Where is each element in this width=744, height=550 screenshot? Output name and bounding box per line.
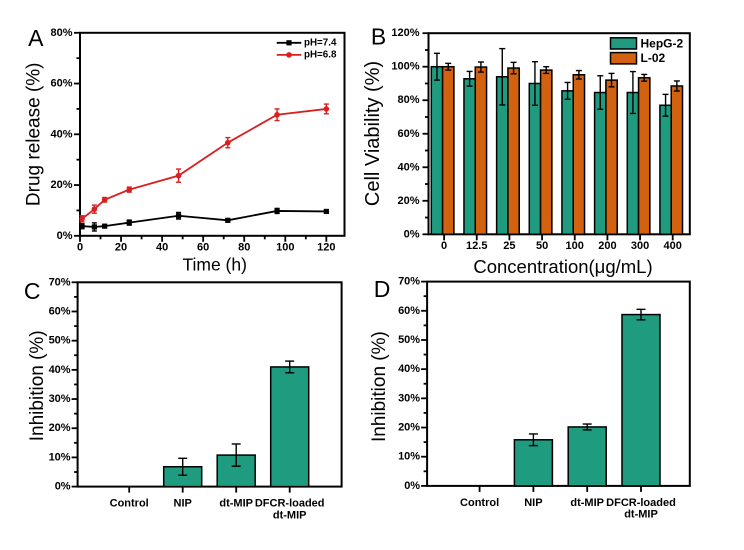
svg-text:10%: 10% [398, 451, 420, 463]
svg-text:70%: 70% [398, 276, 420, 288]
svg-text:60: 60 [197, 241, 209, 253]
svg-text:dt-MIP: dt-MIP [570, 497, 604, 509]
svg-text:300: 300 [631, 240, 649, 252]
svg-text:Drug release (%): Drug release (%) [24, 62, 45, 206]
svg-text:Inhibition (%): Inhibition (%) [369, 331, 390, 442]
svg-text:30%: 30% [398, 392, 420, 404]
svg-text:dt-MIP: dt-MIP [219, 498, 253, 510]
svg-text:400: 400 [664, 240, 682, 252]
svg-text:12.5: 12.5 [466, 240, 487, 252]
svg-text:70%: 70% [49, 276, 71, 288]
svg-text:Inhibition (%): Inhibition (%) [27, 330, 48, 441]
svg-text:0%: 0% [57, 230, 73, 242]
svg-text:HepG-2: HepG-2 [641, 36, 684, 50]
svg-text:NIP: NIP [524, 497, 542, 509]
svg-text:50: 50 [536, 240, 548, 252]
svg-text:Cell Viability (%): Cell Viability (%) [362, 61, 384, 206]
svg-text:C: C [24, 278, 41, 304]
svg-text:120%: 120% [391, 27, 419, 39]
svg-text:20%: 20% [397, 195, 419, 207]
svg-text:pH=6.8: pH=6.8 [304, 49, 337, 60]
svg-text:Control: Control [460, 497, 499, 509]
svg-text:Concentration(μg/mL): Concentration(μg/mL) [473, 256, 652, 277]
svg-text:120: 120 [317, 241, 335, 253]
svg-text:40%: 40% [50, 128, 72, 140]
svg-text:20%: 20% [49, 422, 71, 434]
svg-text:DFCR-loaded: DFCR-loaded [255, 498, 325, 510]
svg-text:80%: 80% [50, 27, 72, 39]
svg-text:0: 0 [77, 241, 83, 253]
svg-text:60%: 60% [50, 78, 72, 90]
svg-text:Control: Control [110, 498, 149, 510]
svg-text:40%: 40% [398, 363, 420, 375]
svg-text:B: B [371, 24, 386, 50]
svg-text:20%: 20% [398, 422, 420, 434]
svg-text:50%: 50% [49, 335, 71, 347]
svg-text:40%: 40% [49, 364, 71, 376]
svg-text:A: A [28, 25, 44, 51]
svg-text:0%: 0% [55, 481, 71, 493]
svg-text:L-02: L-02 [641, 51, 666, 65]
svg-text:dt-MIP: dt-MIP [624, 509, 658, 521]
svg-text:100: 100 [276, 241, 294, 253]
svg-text:60%: 60% [398, 305, 420, 317]
svg-text:Time (h): Time (h) [182, 255, 247, 275]
svg-text:80%: 80% [397, 94, 419, 106]
svg-text:20: 20 [115, 241, 127, 253]
svg-text:DFCR-loaded: DFCR-loaded [606, 497, 676, 509]
svg-text:20%: 20% [50, 179, 72, 191]
svg-text:0: 0 [441, 240, 447, 252]
svg-text:40%: 40% [397, 161, 419, 173]
svg-text:0%: 0% [404, 228, 420, 240]
svg-text:dt-MIP: dt-MIP [273, 509, 307, 521]
svg-text:0%: 0% [404, 480, 420, 492]
svg-text:60%: 60% [49, 305, 71, 317]
svg-text:80: 80 [238, 241, 250, 253]
svg-text:40: 40 [156, 241, 168, 253]
svg-text:10%: 10% [49, 451, 71, 463]
svg-text:D: D [374, 276, 391, 302]
svg-text:NIP: NIP [174, 498, 192, 510]
svg-text:pH=7.4: pH=7.4 [304, 37, 337, 48]
svg-text:50%: 50% [398, 334, 420, 346]
svg-text:100: 100 [566, 240, 584, 252]
svg-text:100%: 100% [391, 61, 419, 73]
svg-text:25: 25 [503, 240, 515, 252]
svg-text:60%: 60% [397, 128, 419, 140]
svg-text:200: 200 [598, 240, 616, 252]
svg-text:30%: 30% [49, 393, 71, 405]
